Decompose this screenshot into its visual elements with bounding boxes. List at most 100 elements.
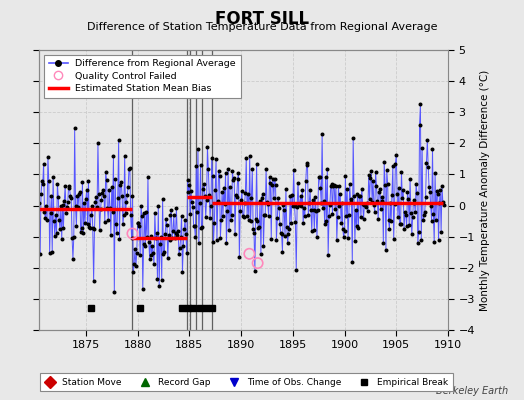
Point (390, 201, 399, 207)
Point (326, 183, 335, 189)
Point (294, 202, 303, 208)
Point (341, 172, 350, 179)
Point (333, 237, 341, 243)
Point (184, 189, 193, 196)
Point (292, 267, 300, 273)
Point (134, 220, 142, 227)
Point (340, 234, 348, 240)
Point (126, 164, 134, 171)
Point (197, 225, 205, 231)
Point (418, 145, 427, 152)
Point (56, 226, 64, 232)
Point (253, 161, 261, 168)
Point (78, 179, 86, 185)
Point (413, 240, 422, 246)
Point (234, 169, 243, 176)
Point (299, 220, 308, 226)
Point (39, 160, 48, 167)
Point (428, 146, 436, 152)
Point (219, 213, 227, 220)
Point (135, 223, 144, 229)
Point (179, 243, 188, 249)
Point (303, 160, 312, 167)
Point (276, 221, 284, 227)
Point (149, 250, 157, 256)
Point (384, 217, 392, 224)
Point (90, 225, 99, 232)
Point (101, 219, 109, 226)
Point (391, 160, 400, 167)
Point (230, 175, 238, 181)
Point (414, 229, 423, 235)
Point (433, 188, 441, 194)
Point (373, 198, 381, 204)
Point (267, 236, 276, 242)
Point (399, 187, 407, 193)
Point (193, 209, 201, 215)
Point (241, 190, 249, 196)
Point (170, 212, 178, 218)
Point (285, 226, 293, 232)
Point (420, 212, 428, 218)
Point (254, 224, 263, 231)
Point (43, 217, 51, 223)
Point (252, 215, 260, 222)
Point (71, 203, 80, 210)
Point (320, 198, 328, 205)
Point (84, 177, 93, 184)
Point (389, 163, 397, 170)
Point (289, 167, 298, 173)
Point (305, 200, 313, 207)
Point (223, 208, 232, 214)
Point (125, 166, 133, 172)
Point (162, 216, 170, 222)
Point (158, 276, 166, 283)
Point (380, 159, 388, 165)
Point (285, 231, 293, 237)
Point (142, 209, 150, 215)
Point (330, 182, 339, 188)
Point (63, 204, 71, 210)
Point (138, 286, 147, 292)
Point (261, 212, 269, 218)
Point (350, 193, 358, 200)
Point (95, 191, 103, 198)
Point (286, 193, 294, 200)
Point (72, 223, 81, 229)
Point (210, 220, 219, 226)
Point (92, 194, 101, 200)
Point (226, 217, 235, 224)
Point (377, 198, 386, 204)
Point (145, 239, 153, 246)
Point (297, 193, 305, 200)
Point (344, 235, 352, 242)
Point (381, 182, 389, 188)
Point (150, 261, 158, 267)
Point (325, 213, 333, 220)
Point (351, 238, 359, 244)
Point (222, 240, 231, 246)
Point (433, 190, 442, 197)
Point (270, 194, 278, 201)
Point (258, 190, 267, 197)
Point (182, 250, 191, 256)
Point (228, 168, 237, 174)
Point (296, 201, 304, 208)
Point (99, 187, 107, 194)
Point (264, 201, 272, 208)
Point (75, 191, 83, 197)
Point (386, 200, 395, 206)
Point (359, 216, 368, 222)
Point (194, 146, 202, 152)
Point (423, 137, 432, 144)
Point (358, 201, 367, 207)
Point (301, 213, 309, 220)
Point (283, 240, 292, 246)
Point (80, 200, 89, 206)
Point (331, 206, 339, 212)
Point (212, 156, 220, 162)
Point (392, 152, 400, 158)
Point (141, 243, 149, 249)
Point (104, 216, 113, 223)
Point (214, 167, 223, 174)
